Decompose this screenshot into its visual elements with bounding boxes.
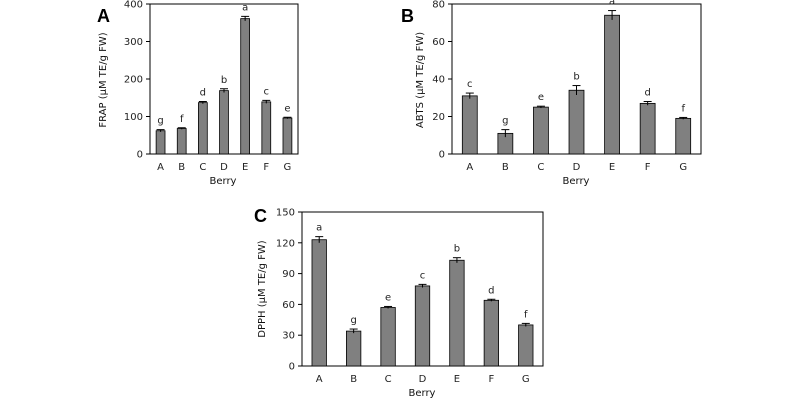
panel-a-significance-letter: d xyxy=(200,88,206,99)
panel-a-y-tick-label: 400 xyxy=(124,0,143,11)
panel-c-bar-a xyxy=(311,239,327,367)
panel-b-y-axis-title: ABTS (µM TE/g FW) xyxy=(415,32,426,128)
panel-b-bar-d xyxy=(568,89,585,155)
panel-b-significance-letter: b xyxy=(573,72,579,83)
panel-c-significance-letter: a xyxy=(316,223,322,234)
panel-a-x-tick-label: B xyxy=(178,162,185,173)
panel-c-y-tick-label: 30 xyxy=(282,331,295,342)
panel-b-x-tick-label: A xyxy=(466,162,473,173)
panel-c-y-tick-label: 150 xyxy=(276,208,295,219)
panel-b-significance-letter: g xyxy=(502,116,508,127)
panel-b-x-tick-label: G xyxy=(679,162,687,173)
panel-c-y-tick-label: 90 xyxy=(282,269,295,280)
panel-b-significance-letter: d xyxy=(644,88,650,99)
panel-c-y-tick-label: 0 xyxy=(289,362,295,373)
panel-b-y-tick-label: 20 xyxy=(432,112,445,123)
panel-c-x-tick-label: E xyxy=(454,374,460,385)
panel-b-significance-letter: e xyxy=(538,92,544,103)
panel-c-y-tick-label: 60 xyxy=(282,300,295,311)
panel-c-significance-letter: f xyxy=(524,309,528,320)
panel-c-bar-e xyxy=(449,259,465,367)
panel-b-bar-a xyxy=(461,95,478,155)
panel-c-x-tick-label: F xyxy=(488,374,494,385)
panel-b-x-tick-label: F xyxy=(645,162,651,173)
panel-a-bar-e xyxy=(240,18,250,155)
panel-a-y-axis-title: FRAP (µM TE/g FW) xyxy=(98,32,109,127)
panel-a-x-tick-label: F xyxy=(263,162,269,173)
panel-c-bar-f xyxy=(483,299,499,367)
panel-b-x-tick-label: C xyxy=(537,162,544,173)
panel-c: C Berry DPPH (µM TE/g FW) 0 30 60 90 120 150 a… xyxy=(254,206,544,399)
panel-b-y-tick-label: 60 xyxy=(432,37,445,48)
panel-b-bar-g xyxy=(675,117,692,155)
panel-a-bar-c xyxy=(198,102,208,155)
panel-b-x-tick-label: E xyxy=(609,162,615,173)
panel-a-significance-letter: e xyxy=(284,103,290,114)
panel-c-bar-g xyxy=(518,324,534,367)
panel-a-y-tick-label: 200 xyxy=(124,75,143,86)
panel-c-significance-letter: d xyxy=(488,285,494,296)
panel-c-bar-b xyxy=(346,330,362,367)
panel-c-x-axis-title: Berry xyxy=(409,388,436,399)
panel-b-y-tick-label: 80 xyxy=(432,0,445,11)
panel-a-significance-letter: g xyxy=(157,116,163,127)
panel-a: A Berry FRAP (µM TE/g FW) 0 100 200 300 400 g… xyxy=(97,0,299,187)
panel-c-x-tick-label: A xyxy=(316,374,323,385)
panel-c-significance-letter: b xyxy=(454,244,460,255)
panel-a-y-tick-label: 300 xyxy=(124,37,143,48)
panel-c-x-tick-label: G xyxy=(522,374,530,385)
panel-a-bar-d xyxy=(219,90,229,155)
panel-b-significance-letter: a xyxy=(609,0,615,8)
panel-c-significance-letter: g xyxy=(350,315,356,326)
panel-c-significance-letter: e xyxy=(385,292,391,303)
panel-b-bar-c xyxy=(533,106,549,155)
panel-b-x-tick-label: B xyxy=(502,162,509,173)
panel-b-y-tick-label: 0 xyxy=(439,150,445,161)
panel-c-significance-letter: c xyxy=(420,270,426,281)
panel-b-x-axis-title: Berry xyxy=(563,176,590,187)
panel-c-bar-d xyxy=(414,285,431,367)
panel-a-x-tick-label: G xyxy=(284,162,292,173)
panel-c-y-tick-label: 120 xyxy=(276,238,295,249)
panel-a-significance-letter: b xyxy=(221,75,227,86)
panel-b: B Berry ABTS (µM TE/g FW) 0 20 40 60 80 c Ag Be… xyxy=(401,0,702,187)
panel-a-significance-letter: a xyxy=(242,2,248,13)
panel-b-letter: B xyxy=(401,6,414,26)
panel-c-x-tick-label: C xyxy=(385,374,392,385)
panel-a-y-tick-label: 100 xyxy=(124,112,143,123)
panel-c-bar-c xyxy=(380,307,396,367)
panel-a-bar-f xyxy=(261,101,272,155)
panel-a-significance-letter: f xyxy=(180,114,184,125)
panel-a-x-axis-title: Berry xyxy=(210,176,237,187)
panel-a-x-tick-label: A xyxy=(157,162,164,173)
panel-b-significance-letter: c xyxy=(467,79,473,90)
panel-b-significance-letter: f xyxy=(681,103,685,114)
panel-a-y-tick-label: 0 xyxy=(137,150,143,161)
panel-a-x-tick-label: E xyxy=(242,162,248,173)
panel-b-y-tick-label: 40 xyxy=(432,75,445,86)
panel-c-x-tick-label: D xyxy=(419,374,427,385)
panel-b-bar-f xyxy=(639,102,656,155)
panel-a-x-tick-label: C xyxy=(199,162,206,173)
panel-a-letter: A xyxy=(97,6,110,26)
panel-c-letter: C xyxy=(254,206,267,226)
panel-a-significance-letter: c xyxy=(264,86,270,97)
panel-a-bar-g xyxy=(282,117,293,155)
panel-b-x-tick-label: D xyxy=(573,162,581,173)
panel-c-x-tick-label: B xyxy=(350,374,357,385)
panel-a-bar-b xyxy=(176,128,187,155)
panel-a-bar-a xyxy=(155,130,166,155)
panel-c-y-axis-title: DPPH (µM TE/g FW) xyxy=(257,240,268,337)
panel-a-x-tick-label: D xyxy=(220,162,228,173)
panel-b-bar-e xyxy=(604,14,620,155)
